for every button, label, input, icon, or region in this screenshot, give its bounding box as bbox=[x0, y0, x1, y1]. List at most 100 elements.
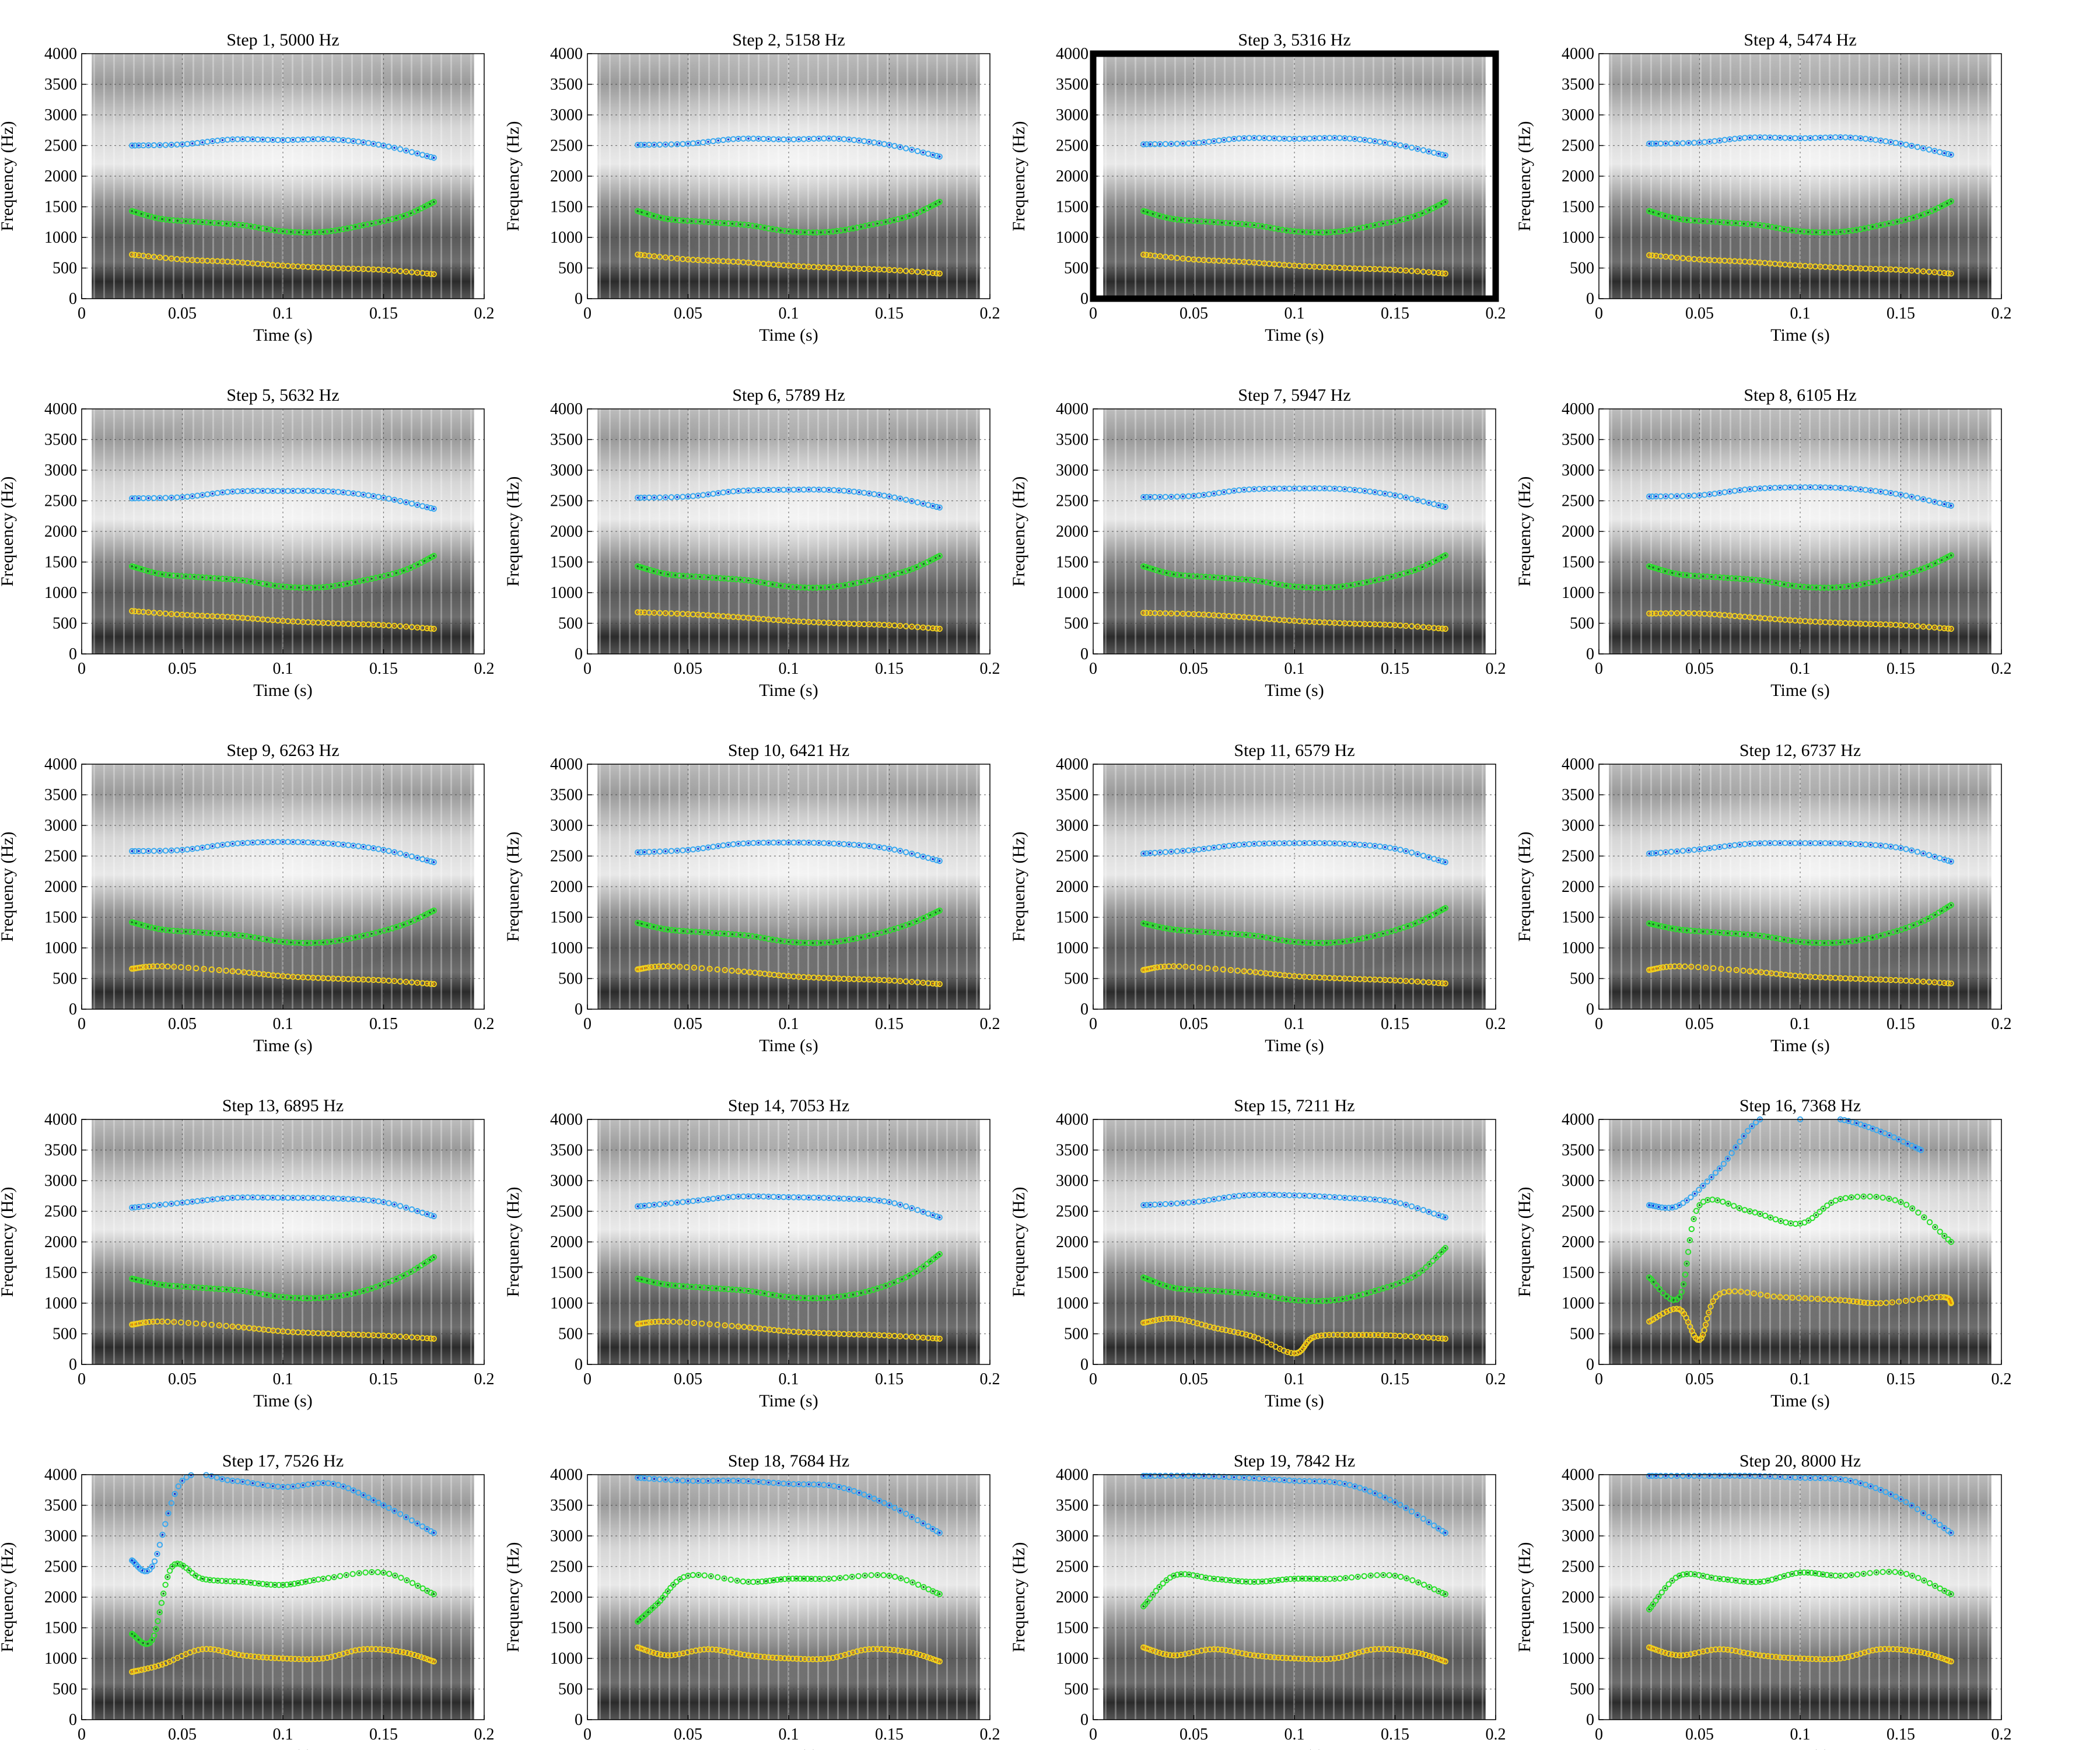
fit-point-f1 bbox=[1889, 979, 1892, 981]
fit-point-f3 bbox=[416, 856, 419, 859]
fit-point-f3 bbox=[676, 143, 678, 146]
data-point-f2 bbox=[400, 213, 407, 219]
x-tick-label: 0 bbox=[78, 660, 86, 678]
fit-point-f1 bbox=[242, 261, 244, 264]
fit-point-f1 bbox=[807, 265, 810, 268]
fit-point-f1 bbox=[1323, 266, 1326, 268]
fit-point-f2 bbox=[140, 1279, 143, 1282]
fit-point-f3 bbox=[1202, 141, 1205, 144]
fit-point-f3 bbox=[1223, 845, 1226, 848]
data-point-f2 bbox=[1405, 215, 1411, 222]
fit-point-f1 bbox=[1839, 621, 1842, 624]
fit-point-f3 bbox=[1819, 486, 1822, 489]
fit-point-f2 bbox=[1831, 942, 1833, 944]
data-point-f2 bbox=[1426, 206, 1433, 214]
fit-point-f3 bbox=[777, 1196, 780, 1198]
fit-point-f1 bbox=[1738, 615, 1741, 618]
data-point-f2 bbox=[219, 220, 226, 227]
fit-point-f3 bbox=[332, 138, 335, 141]
fit-point-f1 bbox=[393, 980, 396, 982]
fit-point-f2 bbox=[1374, 579, 1376, 582]
fit-point-f2 bbox=[290, 586, 292, 589]
fit-point-f3 bbox=[1158, 496, 1161, 498]
data-point-f2 bbox=[404, 211, 411, 218]
fit-point-f2 bbox=[274, 584, 276, 587]
fit-point-f2 bbox=[731, 578, 734, 580]
x-tick-label: 0.15 bbox=[875, 660, 904, 678]
fit-point-f2 bbox=[1815, 231, 1818, 234]
fit-point-f2 bbox=[820, 586, 822, 589]
fit-point-f2 bbox=[1799, 230, 1801, 233]
fit-point-f3 bbox=[1910, 495, 1913, 498]
fit-point-f2 bbox=[217, 1287, 220, 1290]
fit-point-f2 bbox=[1774, 582, 1777, 584]
fit-point-f3 bbox=[1943, 858, 1945, 861]
fit-point-f2 bbox=[1444, 554, 1447, 556]
track-f2 bbox=[1646, 198, 1954, 236]
fit-point-f2 bbox=[1228, 577, 1231, 580]
fit-point-f1 bbox=[1799, 264, 1801, 267]
fit-point-f2 bbox=[667, 218, 669, 220]
data-point-f2 bbox=[1223, 219, 1229, 226]
fit-point-f1 bbox=[1819, 621, 1822, 623]
fit-point-f3 bbox=[1698, 848, 1701, 850]
fit-point-f1 bbox=[1933, 626, 1936, 629]
fit-point-f1 bbox=[1253, 261, 1255, 264]
y-tick-label: 2500 bbox=[1562, 848, 1594, 866]
fit-point-f2 bbox=[379, 1284, 382, 1287]
data-point-f1 bbox=[1646, 252, 1653, 258]
fit-point-f3 bbox=[1664, 142, 1667, 145]
fit-point-f1 bbox=[758, 1327, 761, 1330]
fit-point-f2 bbox=[379, 576, 382, 578]
data-point-f1 bbox=[1397, 267, 1404, 274]
x-tick-label: 0.15 bbox=[369, 1015, 398, 1033]
y-axis-label: Frequency (Hz) bbox=[503, 476, 523, 586]
fit-point-f2 bbox=[242, 579, 244, 582]
fit-point-f1 bbox=[1655, 612, 1657, 615]
fit-point-f1 bbox=[253, 972, 256, 975]
fit-point-f1 bbox=[173, 965, 176, 968]
fit-point-f2 bbox=[690, 930, 693, 933]
fit-point-f2 bbox=[1727, 932, 1729, 935]
fit-point-f3 bbox=[426, 859, 428, 862]
data-point-f2 bbox=[1190, 218, 1196, 224]
fit-point-f3 bbox=[170, 849, 173, 852]
fit-point-f2 bbox=[1421, 566, 1424, 568]
fit-point-f2 bbox=[1831, 231, 1833, 234]
data-point-f2 bbox=[328, 228, 334, 235]
data-point-f2 bbox=[235, 222, 242, 228]
data-point-f3 bbox=[391, 145, 398, 151]
fit-point-f2 bbox=[1783, 228, 1786, 230]
fit-point-f1 bbox=[797, 975, 800, 978]
fit-point-f2 bbox=[1759, 224, 1761, 226]
x-tick-label: 0.2 bbox=[980, 304, 1000, 323]
fit-point-f2 bbox=[646, 1279, 649, 1282]
data-point-f2 bbox=[1287, 228, 1294, 235]
fit-point-f1 bbox=[767, 263, 770, 265]
data-point-f2 bbox=[668, 216, 675, 223]
fit-point-f2 bbox=[146, 570, 149, 572]
data-point-f2 bbox=[825, 229, 832, 235]
y-tick-label: 2000 bbox=[550, 878, 583, 896]
data-point-f2 bbox=[650, 212, 657, 219]
fit-point-f1 bbox=[187, 1322, 190, 1324]
x-tick-label: 0.05 bbox=[1180, 1015, 1208, 1033]
fit-point-f2 bbox=[1946, 556, 1948, 559]
fit-point-f2 bbox=[1863, 582, 1866, 585]
fit-point-f3 bbox=[717, 1197, 720, 1199]
fit-point-f2 bbox=[233, 1289, 236, 1292]
fit-point-f2 bbox=[739, 223, 741, 226]
fit-point-f1 bbox=[1182, 612, 1184, 615]
fit-point-f2 bbox=[346, 937, 349, 940]
fit-point-f2 bbox=[652, 215, 655, 217]
fit-point-f3 bbox=[868, 1198, 870, 1201]
panel-title: Step 14, 7053 Hz bbox=[728, 1096, 849, 1115]
fit-point-f3 bbox=[372, 142, 375, 145]
fit-point-f2 bbox=[1349, 584, 1352, 586]
fit-point-f3 bbox=[696, 1199, 699, 1202]
fit-point-f2 bbox=[161, 218, 163, 220]
x-axis-label: Time (s) bbox=[1770, 681, 1829, 700]
fit-point-f1 bbox=[1829, 621, 1832, 624]
fit-point-f1 bbox=[1334, 977, 1336, 979]
fit-point-f1 bbox=[261, 263, 264, 265]
